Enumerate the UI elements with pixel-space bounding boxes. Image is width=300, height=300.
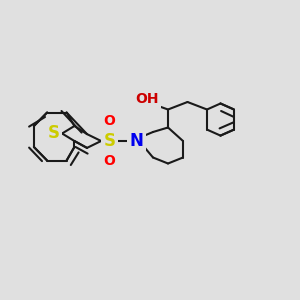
Text: S: S [103,132,116,150]
Text: N: N [130,132,143,150]
Text: S: S [47,124,59,142]
Text: OH: OH [135,92,159,106]
Text: O: O [103,114,116,128]
Text: O: O [103,154,116,168]
